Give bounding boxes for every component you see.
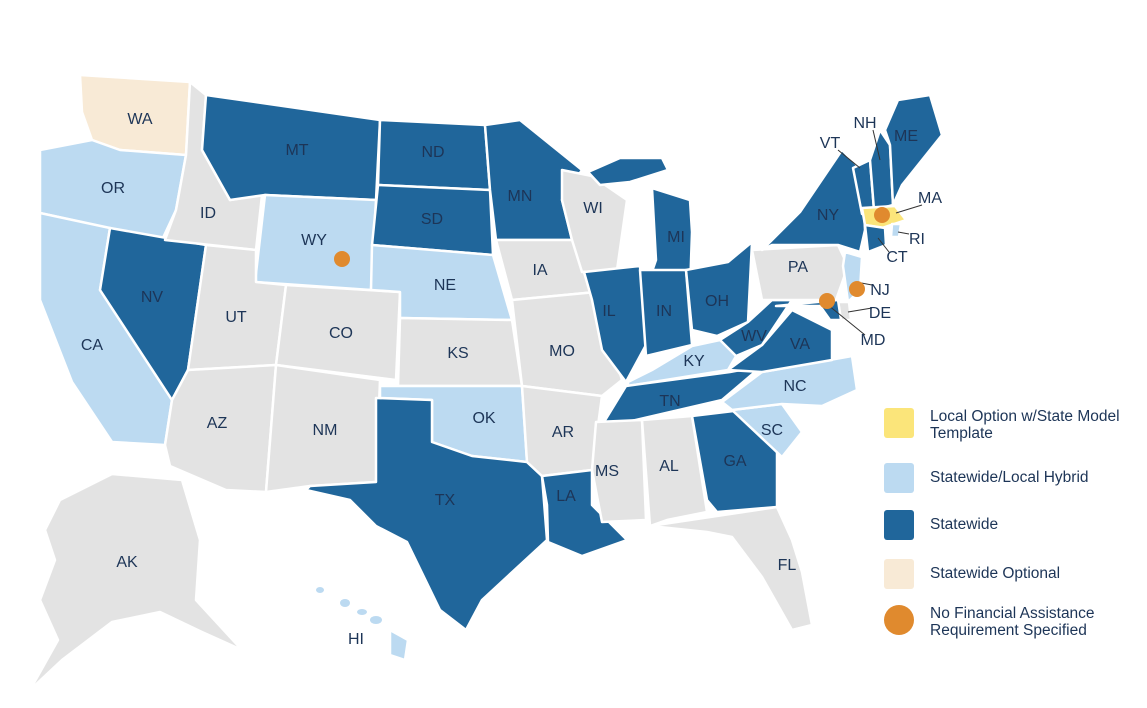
state-label-ks: KS bbox=[447, 345, 468, 362]
state-label-hi: HI bbox=[348, 631, 364, 648]
state-label-va: VA bbox=[790, 336, 810, 353]
legend-swatch-statewide bbox=[884, 510, 914, 540]
state-label-ak: AK bbox=[116, 554, 138, 571]
state-hi-island bbox=[340, 599, 350, 607]
no-financial-dot-wy bbox=[334, 251, 350, 267]
state-label-sc: SC bbox=[761, 422, 783, 439]
state-label-ms: MS bbox=[595, 463, 619, 480]
state-hi-island bbox=[357, 609, 367, 615]
state-label-ia: IA bbox=[532, 262, 547, 279]
state-label-in: IN bbox=[656, 303, 672, 320]
state-label-nd: ND bbox=[421, 144, 444, 161]
state-hi-island bbox=[316, 587, 324, 593]
legend-label: Statewide Optional bbox=[930, 565, 1061, 582]
leader-line-md bbox=[827, 304, 866, 336]
state-label-mi: MI bbox=[667, 229, 685, 246]
legend-item-statewide: Statewide bbox=[884, 510, 998, 540]
leader-line-ct bbox=[877, 237, 890, 253]
state-label-wy: WY bbox=[301, 232, 327, 249]
state-label-ne: NE bbox=[434, 277, 456, 294]
state-label-al: AL bbox=[659, 458, 679, 475]
state-al[interactable] bbox=[640, 414, 709, 528]
state-label-or: OR bbox=[101, 180, 125, 197]
state-label-ma: MA bbox=[918, 190, 942, 207]
state-label-md: MD bbox=[861, 332, 886, 349]
state-label-mt: MT bbox=[285, 142, 308, 159]
state-label-ga: GA bbox=[723, 453, 746, 470]
state-label-tn: TN bbox=[659, 393, 680, 410]
state-label-ri: RI bbox=[909, 231, 925, 248]
no-financial-dot-md bbox=[819, 293, 835, 309]
no-financial-dot-nj bbox=[849, 281, 865, 297]
state-label-ny: NY bbox=[817, 207, 840, 224]
state-label-pa: PA bbox=[788, 259, 808, 276]
state-label-mn: MN bbox=[508, 188, 533, 205]
state-label-tx: TX bbox=[435, 492, 456, 509]
state-label-nh: NH bbox=[853, 115, 876, 132]
state-il[interactable] bbox=[582, 264, 648, 384]
legend-swatch-local-option bbox=[884, 408, 914, 438]
state-me[interactable] bbox=[883, 93, 944, 207]
state-ny[interactable] bbox=[760, 148, 867, 254]
state-mi[interactable] bbox=[586, 156, 670, 187]
state-ak[interactable] bbox=[28, 472, 244, 692]
state-label-sd: SD bbox=[421, 211, 443, 228]
state-fl[interactable] bbox=[648, 505, 814, 632]
no-financial-dot-ma bbox=[874, 207, 890, 223]
state-label-co: CO bbox=[329, 325, 353, 342]
state-label-vt: VT bbox=[820, 135, 841, 152]
state-label-fl: FL bbox=[778, 557, 797, 574]
state-co[interactable] bbox=[274, 283, 402, 382]
legend-swatch-optional bbox=[884, 559, 914, 589]
state-label-az: AZ bbox=[207, 415, 228, 432]
state-oh[interactable] bbox=[684, 240, 754, 338]
state-label-ar: AR bbox=[552, 424, 574, 441]
legend-item-local-option: Local Option w/State Model Template bbox=[884, 408, 1130, 442]
state-label-wv: WV bbox=[741, 328, 767, 345]
legend-item-no-financial: No Financial Assistance Requirement Spec… bbox=[884, 605, 1140, 639]
state-tx[interactable] bbox=[304, 396, 549, 632]
state-label-ct: CT bbox=[886, 249, 908, 266]
leader-line-ri bbox=[897, 231, 910, 235]
state-label-id: ID bbox=[200, 205, 216, 222]
state-ct[interactable] bbox=[863, 223, 888, 254]
state-label-nc: NC bbox=[783, 378, 806, 395]
legend-label: Local Option w/State Model Template bbox=[930, 408, 1120, 442]
state-label-oh: OH bbox=[705, 293, 729, 310]
state-label-ut: UT bbox=[225, 309, 247, 326]
legend-label: Statewide bbox=[930, 516, 999, 533]
legend-item-optional: Statewide Optional bbox=[884, 559, 1060, 589]
legend-swatch-no-financial-dot bbox=[884, 605, 914, 635]
legend-label: No Financial Assistance Requirement Spec… bbox=[930, 605, 1095, 639]
state-label-nm: NM bbox=[313, 422, 338, 439]
state-label-nv: NV bbox=[141, 289, 164, 306]
state-label-mo: MO bbox=[549, 343, 575, 360]
state-label-me: ME bbox=[894, 128, 918, 145]
state-label-wi: WI bbox=[583, 200, 603, 217]
leader-line-ma bbox=[895, 204, 923, 214]
state-label-ky: KY bbox=[683, 353, 705, 370]
leader-line-vt bbox=[837, 149, 861, 169]
state-label-il: IL bbox=[602, 303, 615, 320]
state-label-la: LA bbox=[556, 488, 576, 505]
legend-label: Statewide/Local Hybrid bbox=[930, 469, 1089, 486]
state-ms[interactable] bbox=[590, 418, 648, 524]
leader-line-de bbox=[847, 307, 873, 313]
state-label-ok: OK bbox=[472, 410, 495, 427]
state-ri[interactable] bbox=[889, 222, 903, 239]
state-label-ca: CA bbox=[81, 337, 104, 354]
legend-swatch-hybrid bbox=[884, 463, 914, 493]
state-label-wa: WA bbox=[127, 111, 153, 128]
state-hi-island bbox=[370, 616, 382, 624]
legend-item-hybrid: Statewide/Local Hybrid bbox=[884, 463, 1089, 493]
state-hi[interactable] bbox=[388, 628, 410, 662]
state-label-de: DE bbox=[869, 305, 891, 322]
leader-line-nh bbox=[872, 129, 881, 161]
state-label-nj: NJ bbox=[870, 282, 890, 299]
